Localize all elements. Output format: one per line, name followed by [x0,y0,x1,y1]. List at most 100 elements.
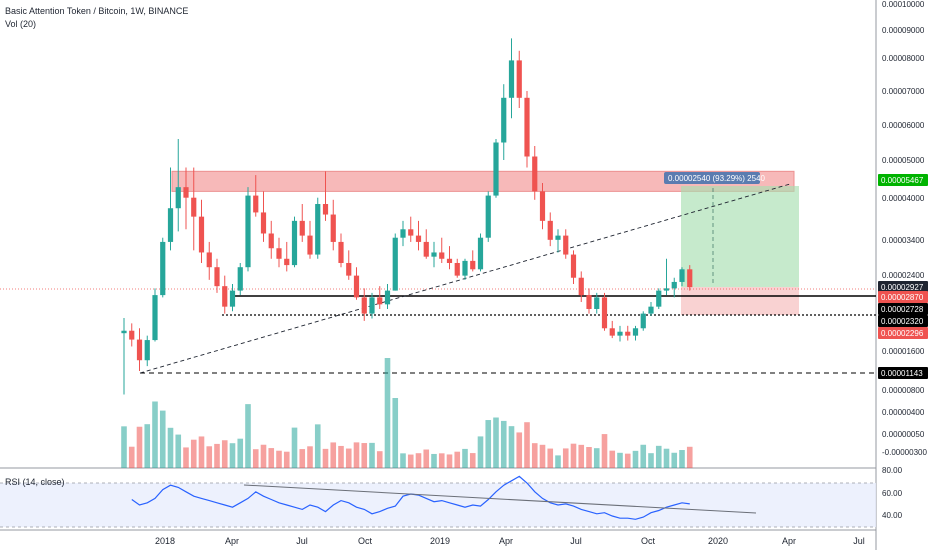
price-tag-label: 0.00002728 [881,305,924,314]
volume-bar [314,424,321,468]
candle [415,235,422,242]
price-tag [878,367,928,379]
time-tick-label: Apr [782,536,796,546]
volume-bar [159,410,166,468]
measure-label-box [664,172,760,184]
volume-bar [570,443,577,468]
volume-bar [423,449,430,468]
candle [508,60,515,98]
time-tick-label: Jul [296,536,308,546]
price-tag-label: 0.00002320 [881,317,924,326]
candle [516,60,522,98]
rsi-level-label: 60.00 [882,489,903,498]
price-tag-label: 0.00002296 [881,329,924,338]
volume-bar [245,404,251,468]
candle [578,277,584,296]
candle [183,187,189,198]
candle [253,195,259,213]
price-tick-label: 0.00010000 [882,0,925,9]
price-tick-label: 0.00007000 [882,87,925,96]
candle [198,216,205,253]
candle [625,331,631,336]
candle [322,204,329,215]
candle [446,258,453,263]
time-tick-label: Jul [570,536,582,546]
candle [656,290,662,307]
time-tick-label: Jul [853,536,865,546]
price-tick-label: 0.00003400 [882,236,925,245]
candle [160,241,166,296]
candle [291,220,298,266]
price-tag [878,315,928,327]
volume-bar [485,420,492,468]
volume-bar [632,450,639,468]
candle [477,237,484,270]
price-tag [878,174,928,186]
candle [586,295,592,309]
volume-bar [283,451,290,468]
time-tick-label: Oct [641,536,656,546]
price-tag [878,303,928,315]
price-tick-label: 80.00 [882,466,903,475]
resistance-zone [171,170,795,192]
volume-bar [206,446,213,468]
candle [330,214,336,242]
volume-bar [454,451,461,468]
price-tag [878,291,928,303]
volume-bar [299,449,306,468]
candle [353,275,360,298]
candle [539,191,546,221]
candle [663,288,670,291]
volume-bar [555,455,561,468]
volume-bar [679,450,685,468]
price-tick-label: -0.00000300 [882,448,927,457]
volume-bar [291,427,298,468]
price-tag-label: 0.00002927 [881,283,924,292]
price-tick-label: 0.00005000 [882,156,925,165]
volume-bar [400,453,406,468]
candle [679,269,685,282]
volume-bar [609,450,616,468]
volume-bar [345,448,352,468]
volume-bar [462,448,468,468]
volume-bar [175,434,182,468]
time-tick-label: 2018 [155,536,175,546]
volume-bar [361,443,368,468]
volume-bar [376,451,383,468]
volume-bar [128,446,135,468]
volume-bar [183,447,189,468]
volume-bar [547,448,554,468]
candle [369,297,375,314]
candle [439,252,445,259]
candle [121,330,127,334]
candle [563,235,569,255]
volume-bar [353,442,360,468]
candle [423,241,429,257]
candle [640,313,646,329]
volume-bar [407,454,414,468]
candle [299,220,305,236]
rsi-level-label: 40.00 [882,511,903,520]
candle [175,187,181,209]
candle [555,235,561,240]
volume-bar [229,443,236,468]
price-tick-label: 0.00000800 [882,386,925,395]
price-tick-label: 0.00009000 [882,26,925,35]
candle [648,306,654,314]
volume-bar [617,452,623,468]
volume-bar [469,453,476,468]
candle [152,295,158,341]
candle [237,267,243,291]
volume-bar [562,448,569,468]
volume-bar [221,440,228,468]
volume-bar [500,420,507,468]
volume-bar [655,445,662,468]
volume-bar [322,448,329,468]
candle [501,97,507,143]
target-zone [681,186,799,287]
candle [338,241,344,263]
volume-bar [508,426,515,468]
candle [462,260,468,276]
